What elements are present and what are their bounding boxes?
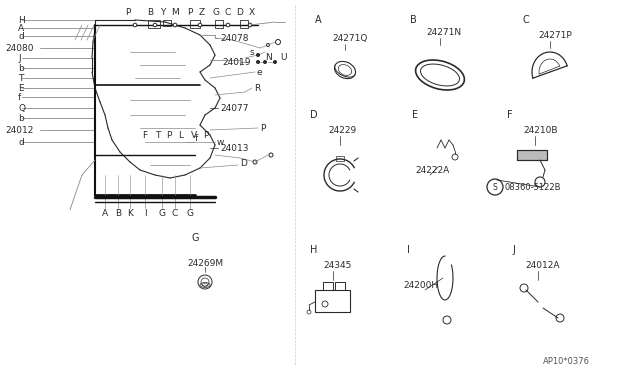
Text: B: B [147,7,153,16]
Text: I: I [407,245,410,255]
Text: w: w [217,138,225,147]
Text: X: X [249,7,255,16]
Text: P: P [204,131,209,140]
Text: D: D [310,110,317,120]
Text: M: M [171,7,179,16]
Text: A: A [102,208,108,218]
Text: 24200H: 24200H [403,280,438,289]
Circle shape [173,23,177,27]
Text: N: N [265,52,272,61]
Bar [215,20,223,28]
Text: B: B [115,208,121,218]
Text: AP10*0376: AP10*0376 [543,357,590,366]
Text: B: B [410,15,417,25]
Text: P: P [188,7,193,16]
Circle shape [264,61,266,64]
Text: C: C [172,208,178,218]
Bar [517,150,547,160]
Circle shape [226,23,230,27]
Text: C: C [523,15,530,25]
Text: G: G [212,7,220,16]
Text: f: f [18,93,21,102]
Text: b: b [18,64,24,73]
Text: F: F [507,110,513,120]
Bar [190,20,200,28]
Text: d: d [18,138,24,147]
Text: 24210B: 24210B [523,125,557,135]
Text: A: A [315,15,322,25]
Text: 24271P: 24271P [538,31,572,39]
Bar [315,290,350,312]
Bar [323,282,333,290]
Text: 24271Q: 24271Q [332,33,367,42]
Bar [163,20,171,26]
Text: Q: Q [18,103,25,112]
Text: 24229: 24229 [328,125,356,135]
Bar [517,150,547,160]
Text: P: P [125,7,131,16]
Bar [148,20,160,28]
Circle shape [133,23,137,27]
Text: s: s [250,48,255,57]
Circle shape [153,23,157,27]
Text: J: J [18,54,20,62]
Text: H: H [310,245,317,255]
Text: f: f [195,134,198,142]
Bar [336,156,344,161]
Text: Z: Z [199,7,205,16]
Text: L: L [179,131,184,140]
Text: b: b [18,113,24,122]
Circle shape [248,23,252,27]
Text: 24271N: 24271N [426,28,461,36]
Text: 24077: 24077 [220,103,248,112]
Text: 24078: 24078 [220,33,248,42]
Text: 24013: 24013 [220,144,248,153]
Text: 24019: 24019 [222,58,250,67]
Text: J: J [512,245,515,255]
Text: 24080: 24080 [5,44,33,52]
Text: D: D [237,7,243,16]
Text: F: F [143,131,148,140]
Text: e: e [257,67,262,77]
Text: T: T [156,131,161,140]
Bar [240,20,248,28]
Text: d: d [18,32,24,41]
Text: 24345: 24345 [323,260,351,269]
Circle shape [269,153,273,157]
Text: I: I [144,208,147,218]
Text: C: C [225,7,231,16]
Circle shape [273,61,276,64]
Text: A: A [18,23,24,32]
Text: 08360-5122B: 08360-5122B [505,183,561,192]
Circle shape [257,54,259,57]
Text: 24269M: 24269M [187,259,223,267]
Text: R: R [254,83,260,93]
Text: G: G [159,208,166,218]
Bar [335,282,345,290]
Text: G: G [186,208,193,218]
Circle shape [253,160,257,164]
Text: P: P [260,124,266,132]
Text: T: T [18,74,24,83]
Text: 24012A: 24012A [525,260,559,269]
Text: P: P [166,131,172,140]
Text: Y: Y [160,7,166,16]
Text: K: K [127,208,133,218]
Circle shape [266,44,269,46]
Text: D: D [240,158,247,167]
Circle shape [198,23,202,27]
Text: S: S [493,183,497,192]
Text: G: G [191,233,199,243]
Text: 24222A: 24222A [415,166,449,174]
Text: E: E [412,110,418,120]
Circle shape [275,39,280,45]
Text: U: U [280,52,287,61]
Text: E: E [18,83,24,93]
Text: H: H [18,16,25,25]
Text: V: V [191,131,197,140]
Circle shape [257,61,259,64]
Text: 24012: 24012 [5,125,33,135]
